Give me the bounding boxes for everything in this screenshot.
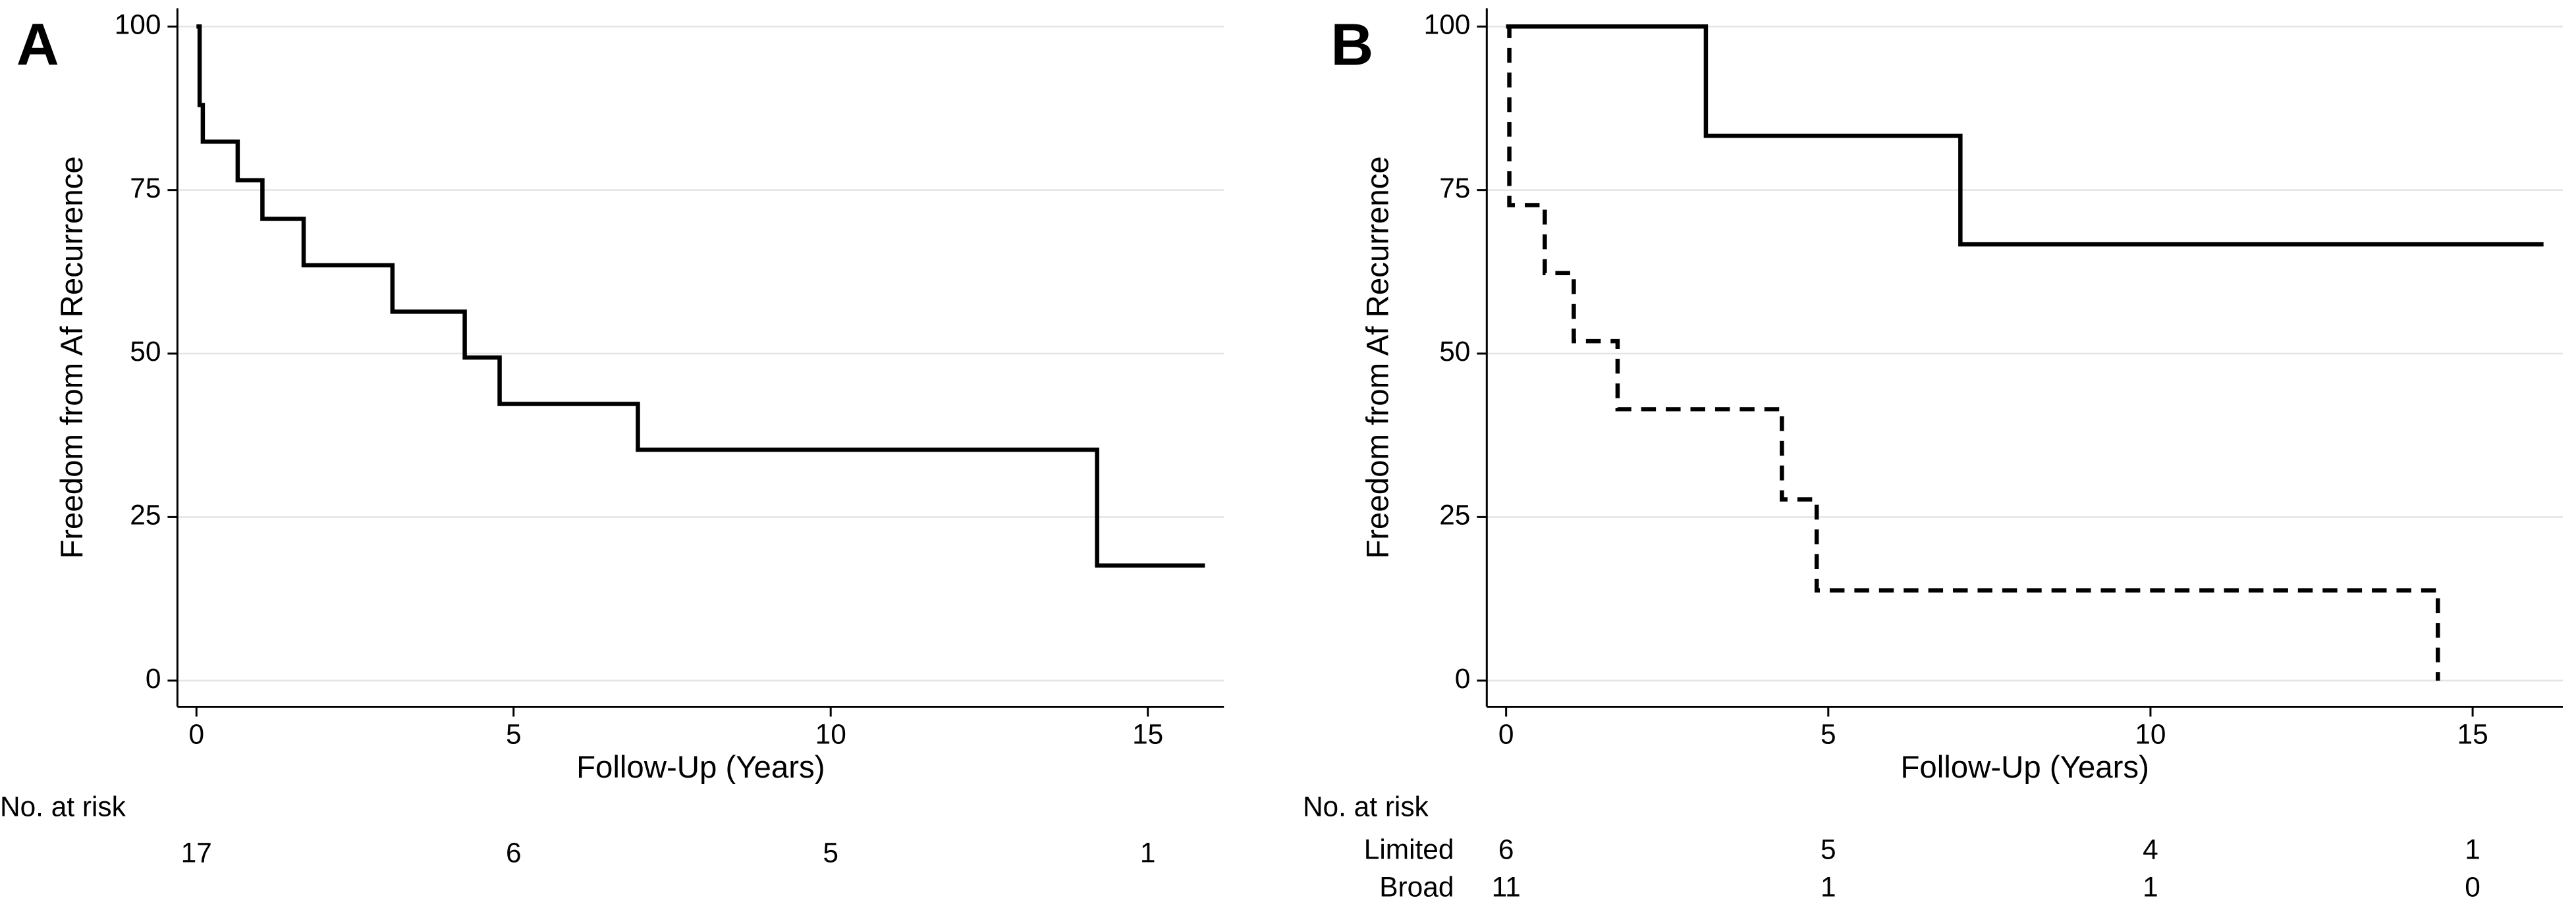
x-axis-label: Follow-Up (Years) — [576, 750, 825, 785]
y-tick-label: 75 — [1439, 173, 1470, 203]
risk-count: 5 — [1821, 834, 1836, 864]
y-tick-label: 25 — [1439, 500, 1470, 531]
x-tick-label: 0 — [1498, 719, 1514, 750]
risk-table-title: No. at risk — [1303, 791, 1429, 822]
y-tick-label: 25 — [130, 500, 161, 531]
risk-table-title: No. at risk — [0, 791, 126, 822]
y-axis-label: Freedom from Af Recurrence — [55, 156, 90, 559]
x-tick-label: 5 — [506, 719, 522, 750]
risk-count: 17 — [181, 837, 212, 868]
x-axis-label: Follow-Up (Years) — [1900, 750, 2149, 785]
risk-count: 4 — [2143, 834, 2158, 864]
x-tick-label: 0 — [188, 719, 204, 750]
risk-count: 11 — [1492, 872, 1521, 903]
risk-count: 1 — [1821, 872, 1836, 903]
risk-count: 5 — [823, 837, 838, 868]
risk-count: 1 — [2143, 872, 2158, 903]
x-tick-label: 10 — [815, 719, 846, 750]
risk-count: 6 — [1498, 834, 1514, 864]
x-tick-label: 5 — [1821, 719, 1836, 750]
y-tick-label: 50 — [130, 336, 161, 367]
risk-row-name: Broad — [1379, 872, 1454, 903]
x-tick-label: 10 — [2135, 719, 2166, 750]
y-tick-label: 0 — [146, 663, 161, 694]
x-tick-label: 15 — [2457, 719, 2488, 750]
survival-curve — [1506, 24, 2440, 681]
x-tick-label: 15 — [1132, 719, 1163, 750]
y-tick-label: 0 — [1455, 663, 1471, 694]
y-axis-label: Freedom from Af Recurrence — [1361, 156, 1396, 559]
survival-curve — [1506, 24, 2544, 247]
panel-label: A — [16, 13, 59, 78]
survival-curve — [196, 24, 1205, 568]
y-tick-label: 100 — [1424, 9, 1471, 40]
risk-count: 0 — [2465, 872, 2480, 903]
risk-count: 6 — [506, 837, 522, 868]
risk-count: 1 — [1140, 837, 1156, 868]
panel-label: B — [1330, 13, 1373, 78]
y-tick-label: 100 — [115, 9, 161, 40]
y-tick-label: 50 — [1439, 336, 1470, 367]
risk-count: 1 — [2465, 834, 2480, 864]
risk-row-name: Limited — [1364, 834, 1454, 864]
y-tick-label: 75 — [130, 173, 161, 203]
